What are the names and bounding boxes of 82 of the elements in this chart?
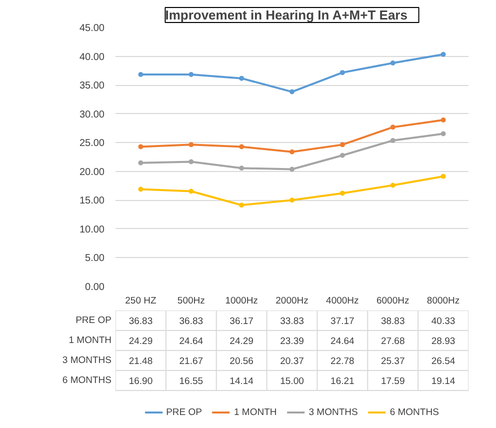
data-label: 16.90 [128, 376, 153, 387]
point [138, 144, 144, 150]
data-label: 36.83 [128, 316, 153, 327]
legend-label: PRE OP [166, 406, 202, 418]
data-label: 24.64 [179, 336, 204, 347]
point [188, 72, 194, 78]
data-label: 21.48 [128, 356, 153, 367]
data-label: 36.17 [230, 316, 254, 327]
text: 6 MONTHS [62, 375, 112, 386]
data-label: 20.37 [280, 356, 304, 367]
data-label: 38.83 [380, 316, 405, 327]
data-label: 16.21 [330, 376, 354, 387]
y-tick-label: 45.00 [79, 23, 105, 34]
point [340, 142, 345, 148]
x-tick-label: 4000Hz [326, 296, 360, 306]
data-label: 22.78 [330, 356, 354, 367]
data-label: 26.54 [431, 356, 456, 367]
point [188, 188, 194, 194]
data-label: 21.67 [179, 356, 204, 367]
point [239, 144, 244, 150]
data-label: 27.68 [380, 336, 405, 347]
point [138, 160, 144, 166]
point [390, 138, 396, 143]
y-tick-label: 15.00 [79, 196, 105, 207]
data-label: 19.14 [431, 376, 456, 387]
point [390, 124, 396, 130]
point [188, 159, 194, 164]
data-label: 17.59 [380, 376, 405, 387]
y-tick-label: 40.00 [79, 52, 105, 63]
data-label: 28.93 [431, 336, 456, 347]
legend-label: 1 MONTH [234, 406, 277, 418]
point [138, 186, 144, 192]
legend-label: 6 MONTHS [390, 406, 439, 418]
point [390, 182, 396, 188]
point [440, 52, 446, 57]
chart-title: Improvement in Hearing In A+M+T Ears [165, 8, 408, 22]
point [390, 60, 396, 66]
data-label: 24.29 [230, 336, 254, 347]
data-label: 24.64 [330, 336, 354, 347]
point [290, 89, 294, 94]
x-tick-label: 500Hz [177, 296, 206, 306]
x-tick-label: 2000Hz [276, 296, 309, 306]
x-tick-label: 250 HZ [125, 296, 156, 306]
data-label: 36.83 [179, 316, 204, 327]
data-label: 23.39 [280, 336, 304, 347]
point [340, 152, 345, 158]
data-label: 16.55 [179, 376, 204, 387]
x-tick-label: 1000Hz [225, 296, 258, 306]
data-label: 15.00 [280, 376, 304, 387]
point [239, 166, 244, 171]
point [290, 166, 294, 172]
point [340, 70, 345, 76]
y-tick-label: 5.00 [85, 253, 105, 264]
data-label: 40.33 [431, 316, 456, 327]
y-tick-label: 30.00 [79, 109, 105, 120]
x-tick-label: 6000Hz [376, 296, 410, 306]
y-tick-label: 25.00 [79, 138, 105, 150]
data-label: 14.14 [230, 376, 254, 387]
point [440, 174, 446, 179]
point [138, 72, 144, 78]
point [290, 198, 294, 203]
point [239, 202, 244, 208]
point [440, 131, 446, 136]
point [188, 142, 194, 148]
point [290, 149, 294, 154]
x-tick-label: 8000Hz [426, 296, 460, 306]
data-label: 37.17 [330, 316, 354, 327]
text: 3 MONTHS [62, 355, 112, 366]
y-tick-label: 10.00 [79, 224, 105, 236]
point [440, 117, 446, 122]
text: PRE OP [76, 315, 112, 326]
point [340, 190, 345, 196]
y-tick-label: 20.00 [79, 166, 105, 178]
text: 1 MONTH [68, 335, 112, 346]
y-tick-label: 35.00 [79, 80, 105, 92]
point [239, 76, 244, 81]
data-label: 24.29 [128, 336, 153, 347]
y-tick-label: 0.00 [85, 282, 105, 293]
data-label: 25.37 [380, 356, 405, 367]
legend-label: 3 MONTHS [308, 406, 358, 418]
data-label: 20.56 [230, 356, 254, 367]
data-label: 33.83 [280, 316, 304, 327]
